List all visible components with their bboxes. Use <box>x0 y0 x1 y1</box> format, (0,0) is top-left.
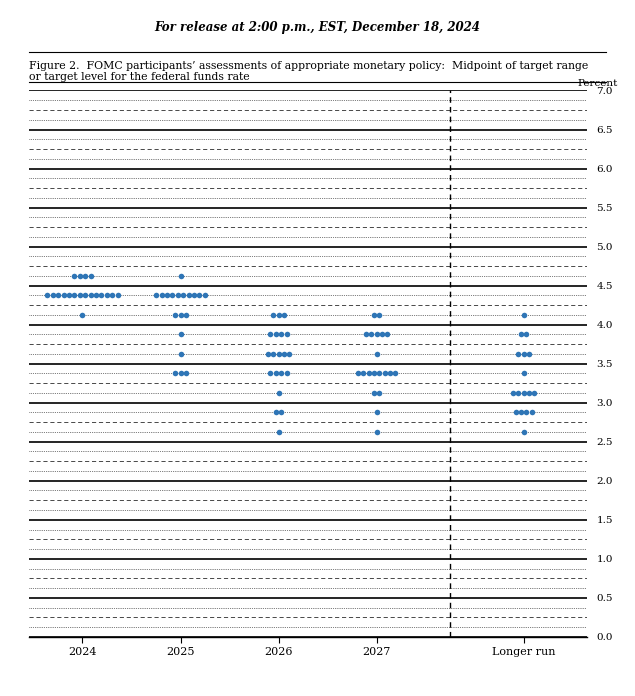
Text: Figure 2.  FOMC participants’ assessments of appropriate monetary policy:  Midpo: Figure 2. FOMC participants’ assessments… <box>29 61 588 70</box>
Text: For release at 2:00 p.m., EST, December 18, 2024: For release at 2:00 p.m., EST, December … <box>154 21 481 34</box>
Text: Percent: Percent <box>578 79 618 88</box>
Text: or target level for the federal funds rate: or target level for the federal funds ra… <box>29 72 249 81</box>
